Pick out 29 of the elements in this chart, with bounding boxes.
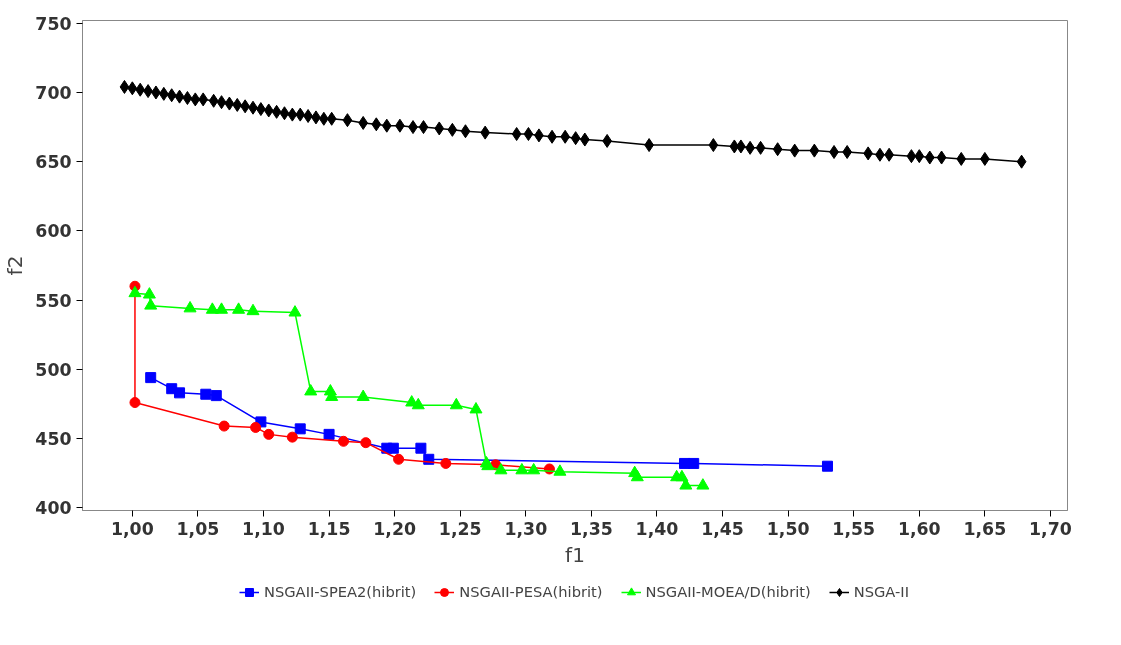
x-tick-label: 1,25 [438,518,482,539]
y-axis-title: f2 [3,255,28,276]
x-tick-label: 1,30 [504,518,548,539]
x-tick-label: 1,05 [176,518,220,539]
y-tick-label: 450 [35,429,72,450]
x-tick-label: 1,10 [242,518,285,539]
y-tick-label: 750 [35,13,72,34]
legend-label: NSGAII-SPEA2(hibrit) [263,583,417,600]
y-tick-label: 550 [35,290,72,311]
x-tick-label: 1,15 [307,518,351,539]
x-tick-label: 1,55 [832,518,876,539]
x-tick-label: 1,70 [1029,518,1072,539]
x-tick-label: 1,60 [897,518,941,539]
x-tick-label: 1,35 [570,518,613,539]
legend-label: NSGAII-PESA(hibrit) [459,583,603,600]
x-tick-label: 1,45 [701,518,744,539]
y-tick-label: 500 [35,359,72,380]
y-tick-label: 650 [35,152,72,173]
x-tick-label: 1,65 [963,518,1007,539]
x-tick-label: 1,40 [635,518,679,539]
x-tick-label: 1,20 [373,518,417,539]
x-tick-label: 1,50 [766,518,810,539]
y-tick-label: 400 [35,498,72,519]
legend-label: NSGAII-MOEA/D(hibrit) [645,583,811,600]
y-tick-label: 600 [35,221,72,242]
x-axis-title: f1 [565,542,585,567]
y-tick-label: 700 [35,82,72,103]
legend-label: NSGA-II [853,583,910,600]
x-tick-label: 1,00 [110,518,154,539]
